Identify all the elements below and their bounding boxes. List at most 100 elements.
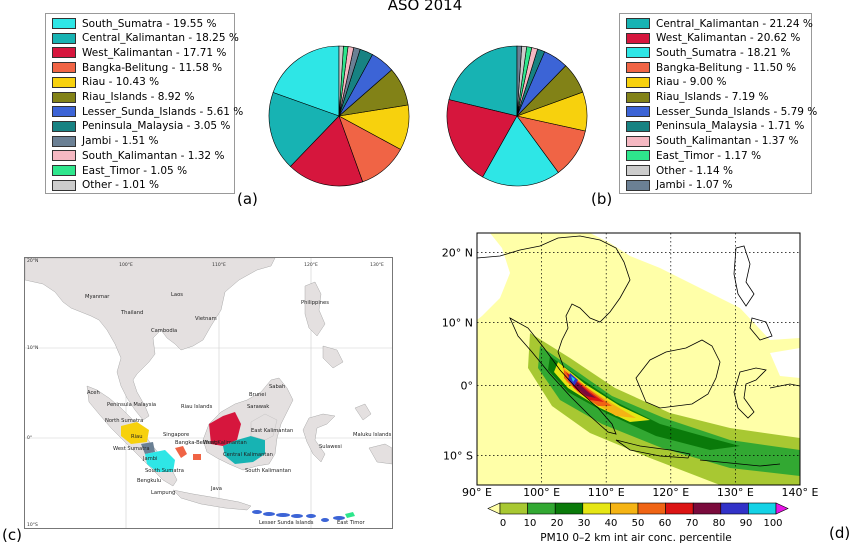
map-c-place-label: Singapore (163, 432, 189, 438)
map-c-place-label: West Sumatra (113, 446, 150, 452)
legend-item: Jambi - 1.07 % (620, 179, 733, 192)
colorbar-segment (610, 502, 639, 515)
legend-swatch (52, 165, 76, 176)
map-c-place-label: Bengkulu (137, 478, 161, 484)
pie-slice-central-kalimantan (268, 92, 340, 167)
map-d-gridlines (477, 233, 800, 485)
legend-swatch (626, 120, 650, 132)
panel-label-c: (c) (2, 526, 22, 544)
legend-swatch (52, 18, 76, 29)
colorbar-tick-label: 20 (551, 518, 564, 529)
legend-label: South_Sumatra - 18.21 % (656, 46, 791, 59)
panel-label-b: (b) (591, 190, 613, 208)
legend-item: East_Timor - 1.05 % (46, 164, 187, 177)
map-c-place-label: West Kalimantan (203, 440, 247, 446)
legend-item: South_Kalimantan - 1.32 % (46, 149, 224, 162)
x-tick-label: 130° E (717, 486, 754, 499)
legend-label: South_Sumatra - 19.55 % (82, 17, 217, 30)
west-kalimantan-region (209, 412, 241, 446)
map-c-place-label: Sarawak (247, 404, 269, 410)
legend-label: East_Timor - 1.05 % (82, 164, 188, 177)
colorbar-tick-label: 60 (659, 518, 672, 529)
legend-item: Peninsula_Malaysia - 1.71 % (620, 120, 804, 133)
map-c-place-label: Peninsula Malaysia (107, 402, 156, 408)
legend-item: East_Timor - 1.17 % (620, 149, 761, 162)
legend-item: Other - 1.14 % (620, 164, 733, 177)
legend-swatch (52, 62, 76, 74)
map-c-lon-label: 120°E (304, 262, 318, 268)
colorbar-tick-label: 50 (632, 518, 645, 529)
legend-item: Riau_Islands - 7.19 % (620, 91, 768, 104)
legend-label: West_Kalimantan - 20.62 % (656, 32, 801, 45)
colorbar (487, 502, 789, 515)
map-c-place-label: East Timor (337, 520, 366, 526)
colorbar-segment (748, 502, 777, 515)
colorbar-tick-label: 40 (605, 518, 618, 529)
map-c-lon-label: 100°E (119, 262, 133, 268)
legend-item: Central_Kalimantan - 18.25 % (46, 32, 239, 45)
legend-item: Riau - 10.43 % (46, 76, 159, 89)
pie-chart-a (268, 45, 410, 187)
legend-swatch (52, 76, 76, 88)
colorbar-tick-label: 10 (524, 518, 537, 529)
colorbar-segment (637, 502, 666, 515)
legend-item: South_Sumatra - 18.21 % (620, 46, 790, 59)
colorbar-segment (554, 502, 584, 515)
south-sumatra-region (145, 450, 175, 472)
legend-label: Bangka-Belitung - 11.50 % (656, 61, 797, 74)
bangka-belitung-region (175, 446, 201, 460)
map-c-place-label: Central Kalimantan (223, 452, 273, 458)
legend-b: Central_Kalimantan - 21.24 % West_Kaliman… (619, 13, 817, 194)
legend-swatch (626, 62, 650, 74)
map-c-place-label: Jambi (142, 456, 158, 462)
legend-a: South_Sumatra - 19.55 % Central_Kalimanta… (45, 13, 243, 194)
pie-slice-south-sumatra (482, 115, 559, 187)
pie-chart-b (446, 45, 588, 187)
colorbar-extend-high (775, 502, 789, 515)
legend-label: Bangka-Belitung - 11.58 % (82, 61, 223, 74)
colorbar-segment (692, 502, 722, 515)
concentration-map: 20° N 10° N 0° 10° S 90° E 100° E 110° E 120° … (442, 232, 819, 544)
colorbar-tick-label: 70 (686, 518, 699, 529)
legend-swatch (626, 165, 650, 176)
y-tick-label: 0° (461, 380, 474, 393)
legend-item: Central_Kalimantan - 21.24 % (620, 17, 813, 30)
mainland-asia (24, 257, 276, 421)
legend-label: East_Timor - 1.17 % (656, 149, 762, 162)
philippines-islands (304, 281, 344, 369)
map-c-place-label: Java (210, 486, 222, 492)
legend-item: South_Sumatra - 19.55 % (46, 17, 216, 30)
colorbar-segment (527, 502, 556, 515)
legend-swatch (52, 106, 76, 118)
pie-slice-other (338, 45, 344, 117)
pie-slice-west-kalimantan (446, 99, 518, 178)
legend-label: Riau_Islands - 8.92 % (82, 91, 195, 103)
legend-swatch (626, 32, 650, 44)
x-tick-label: 120° E (652, 486, 689, 499)
legend-item: Lesser_Sunda_Islands - 5.61 % (46, 105, 243, 118)
region-map-svg: 20°N 10°N 0° 10°S 100°E 110°E 120°E 130°E Myan… (24, 257, 393, 528)
legend-swatch (52, 150, 76, 162)
map-c-place-label: Laos (171, 292, 183, 298)
colorbar-label: PM10 0–2 km int air conc. percentile (540, 532, 732, 544)
map-c-lat-label: 0° (27, 435, 32, 441)
map-c-place-label: Sulawesi (319, 444, 342, 450)
y-tick-label: 10° N (442, 317, 473, 330)
map-c-place-label: Maluku Islands (353, 432, 392, 438)
map-d-frame (476, 232, 801, 486)
riau-region (121, 422, 149, 444)
legend-item: Bangka-Belitung - 11.58 % (46, 61, 222, 74)
legend-label: Jambi - 1.07 % (656, 179, 733, 192)
legend-item: Peninsula_Malaysia - 3.05 % (46, 120, 230, 133)
map-c-place-label: Brunei (249, 392, 266, 398)
x-tick-label: 90° E (462, 486, 492, 499)
legend-swatch (626, 76, 650, 88)
legend-label: Jambi - 1.51 % (82, 135, 159, 148)
legend-item: Jambi - 1.51 % (46, 135, 159, 148)
legend-label: Lesser_Sunda_Islands - 5.61 % (82, 105, 244, 118)
east-kalimantan-region (250, 413, 278, 441)
legend-swatch (626, 179, 650, 191)
legend-item: Riau_Islands - 8.92 % (46, 91, 194, 104)
legend-label: Peninsula_Malaysia - 3.05 % (82, 120, 231, 133)
map-c-place-label: Riau Islands (181, 404, 213, 410)
